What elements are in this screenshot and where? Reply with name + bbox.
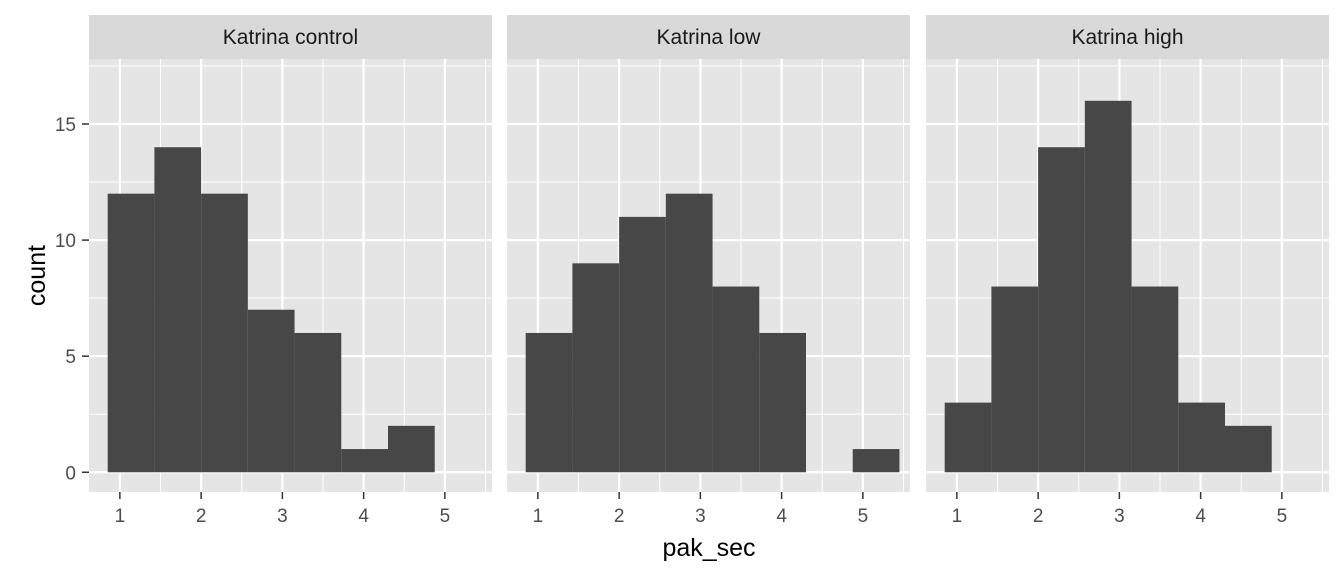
histogram-bar: [852, 449, 900, 473]
histogram-bar: [247, 309, 295, 473]
histogram-bar: [1178, 402, 1225, 473]
histogram-bar: [991, 286, 1039, 473]
x-tick-label: 2: [196, 506, 207, 527]
x-tick-label: 2: [614, 506, 625, 527]
histogram-bar: [154, 147, 202, 473]
facet-strip-label: Katrina high: [1071, 26, 1183, 49]
facet-strip: [89, 15, 492, 59]
histogram-bar: [944, 402, 992, 473]
facet-panel-3: Katrina high 1 2 3 4 5: [926, 15, 1329, 527]
x-tick-label: 1: [533, 506, 544, 527]
y-tick-label: 15: [55, 115, 76, 136]
histogram-bar: [1225, 425, 1272, 473]
histogram-bar: [665, 193, 713, 473]
y-tick-label: 5: [65, 347, 76, 368]
x-tick-label: 5: [858, 506, 869, 527]
histogram-bar: [1038, 147, 1085, 473]
x-tick-label: 4: [776, 506, 787, 527]
histogram-bar: [1084, 100, 1132, 473]
facet-strip: [926, 15, 1329, 59]
facet-strip: [507, 15, 910, 59]
x-tick-label: 5: [440, 506, 451, 527]
facet-strip-label: Katrina control: [223, 26, 358, 49]
x-tick-label: 3: [695, 506, 706, 527]
histogram-bar: [107, 193, 155, 473]
y-tick-label: 0: [65, 463, 76, 484]
histogram-bar: [1131, 286, 1179, 473]
x-tick-label: 3: [277, 506, 288, 527]
y-axis-title: count: [23, 245, 51, 306]
y-tick-label: 10: [55, 231, 76, 252]
histogram-bar: [294, 332, 342, 473]
x-tick-label: 1: [952, 506, 963, 527]
facet-panel-1: Katrina control 1 2 3 4 5: [89, 15, 492, 527]
facet-strip-label: Katrina low: [657, 26, 762, 49]
x-tick-label: 1: [115, 506, 126, 527]
facet-panel-2: Katrina low 1 2 3 4 5: [507, 15, 910, 527]
x-axis-title: pak_sec: [662, 534, 755, 562]
x-tick-label: 4: [358, 506, 369, 527]
x-tick-label: 2: [1033, 506, 1044, 527]
x-tick-label: 5: [1277, 506, 1288, 527]
histogram-bar: [201, 193, 248, 473]
histogram-bar: [525, 332, 573, 473]
histogram-bar: [619, 216, 666, 473]
histogram-bar: [759, 332, 806, 473]
histogram-bar: [341, 449, 388, 473]
histogram-bar: [712, 286, 760, 473]
histogram-bar: [388, 425, 435, 473]
y-axis: 0 5 10 15: [55, 115, 89, 484]
x-tick-label: 4: [1195, 506, 1206, 527]
x-tick-label: 3: [1114, 506, 1125, 527]
histogram-bar: [572, 263, 620, 473]
